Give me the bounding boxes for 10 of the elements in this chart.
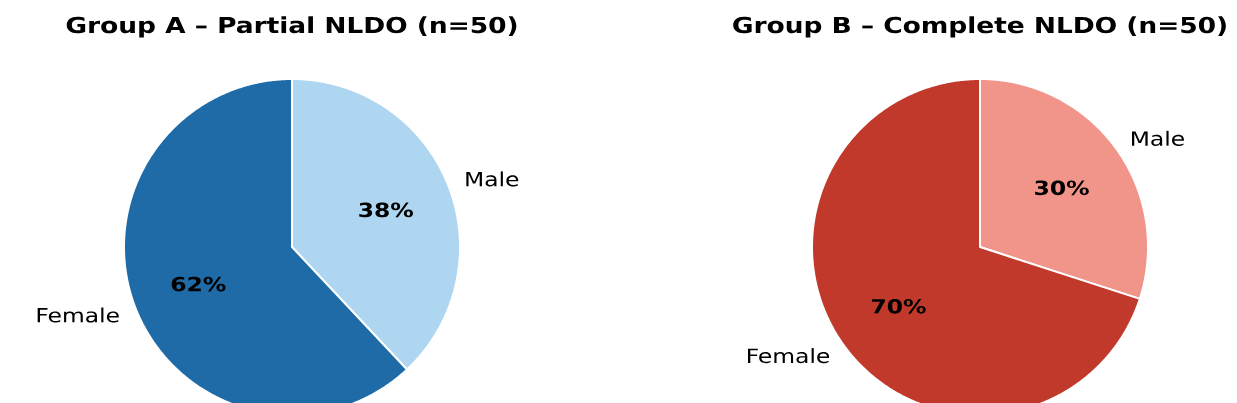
chart-title: Group B – Complete NLDO (n=50) — [733, 16, 1226, 38]
data-label: 38% — [359, 202, 413, 218]
data-label: 70% — [872, 298, 926, 314]
slice-label: Male — [466, 171, 519, 187]
slice-label: Female — [747, 348, 830, 364]
slice-label: Male — [1132, 130, 1184, 146]
chart-title: Group A – Partial NLDO (n=50) — [66, 16, 517, 38]
slice-label: Female — [37, 307, 119, 323]
data-label: 30% — [1035, 180, 1089, 196]
data-label: 62% — [171, 276, 226, 292]
